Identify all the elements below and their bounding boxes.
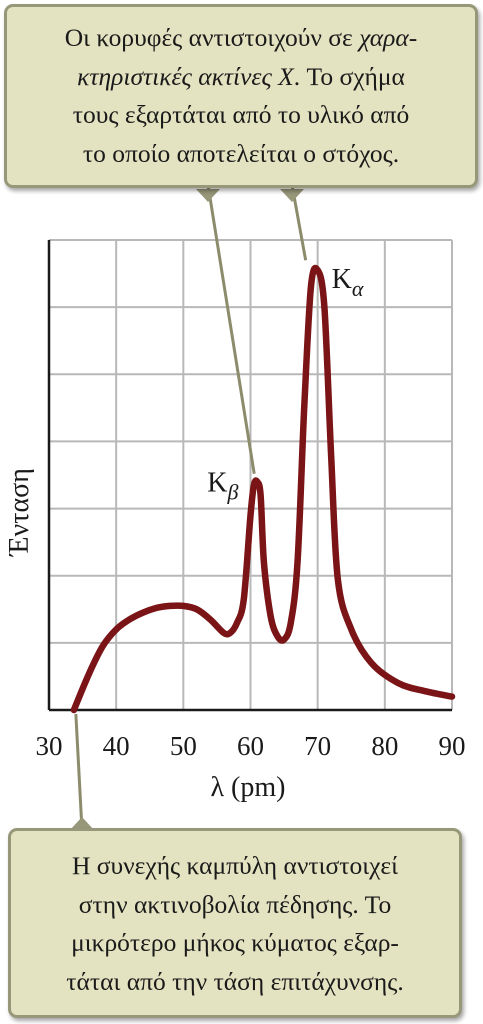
pointer-tip xyxy=(196,189,220,202)
x-tick-label: 30 xyxy=(36,731,63,761)
callout-text: στην ακτινοβολία πέδησης. Το xyxy=(78,889,392,919)
pointer-tip xyxy=(70,817,94,830)
callout-text: μικρότερο μήκος κύματος εξαρ- xyxy=(71,928,399,957)
chart-grid xyxy=(49,239,453,710)
callout-text: Οι κορυφές αντιστοιχούν σε xyxy=(64,23,360,52)
characteristic-rays-callout: Οι κορυφές αντιστοιχούν σε χαρα- κτηριστ… xyxy=(4,4,478,188)
callout-text: τους εξαρτάται από το υλικό από xyxy=(72,100,410,129)
peak-label-subscript: α xyxy=(352,276,364,301)
pointer-tip xyxy=(280,189,304,202)
peak-label: Kβ xyxy=(207,468,238,505)
x-tick-label: 80 xyxy=(371,731,398,761)
x-tick-label: 60 xyxy=(237,731,264,761)
x-tick-labels: 30 40 50 60 70 80 90 xyxy=(36,731,466,761)
callout-text: κτηριστικές ακτίνες X xyxy=(77,61,294,91)
callout-text: χαρα- xyxy=(359,23,418,52)
pointer-line-kb xyxy=(206,184,256,474)
x-tick-label: 70 xyxy=(304,731,331,761)
x-tick-label: 40 xyxy=(103,731,130,761)
callout-text: . Το σχήμα xyxy=(293,61,405,91)
x-axis-label: λ (pm) xyxy=(210,772,285,803)
peak-label: Kα xyxy=(332,264,364,301)
callout-text: Η συνεχής καμπύλη αντιστοιχεί xyxy=(71,851,399,880)
x-tick-label: 50 xyxy=(170,731,197,761)
callout-text: τάται από την τάση επιτάχυνσης. xyxy=(66,966,404,996)
peak-labels: Kβ Kα xyxy=(207,264,364,505)
intensity-curve xyxy=(70,264,456,714)
bremsstrahlung-callout: Η συνεχής καμπύλη αντιστοιχεί στην ακτιν… xyxy=(8,828,462,1018)
y-axis-label: Ένταση xyxy=(4,468,35,557)
callout-text: το οποίο αποτελείται ο στόχος. xyxy=(82,138,400,168)
peak-label-subscript: β xyxy=(226,480,238,505)
pointer-line-cutoff xyxy=(74,713,84,831)
x-tick-label: 90 xyxy=(439,731,466,761)
